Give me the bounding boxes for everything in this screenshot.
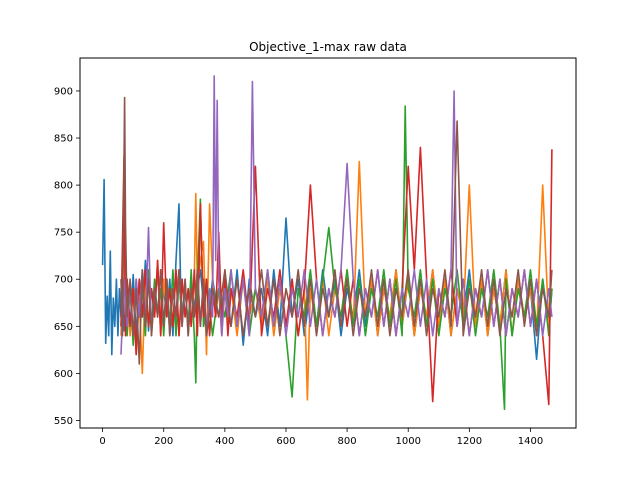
y-tick-label: 700: [54, 275, 73, 286]
y-tick-label: 800: [54, 181, 73, 192]
x-tick-label: 200: [154, 436, 173, 447]
chart-title: Objective_1-max raw data: [249, 40, 407, 54]
y-tick-label: 850: [54, 134, 73, 145]
x-tick-label: 0: [99, 436, 105, 447]
y-tick-label: 650: [54, 322, 73, 333]
x-tick-label: 600: [276, 436, 295, 447]
x-tick-label: 400: [215, 436, 234, 447]
x-tick-label: 800: [338, 436, 357, 447]
series-layer: [101, 75, 553, 411]
x-tick-label: 1000: [395, 436, 420, 447]
x-tick-label: 1400: [518, 436, 543, 447]
y-tick-label: 550: [54, 416, 73, 427]
plot-frame: [79, 57, 577, 429]
axes-layer: 0 200 400 600 800 1000 1200 1400 550 600 650 700 750…: [54, 86, 543, 447]
x-tick-label: 1200: [457, 436, 482, 447]
y-tick-label: 750: [54, 228, 73, 239]
y-tick-label: 900: [54, 86, 73, 97]
series-line-6: [120, 96, 553, 365]
y-tick-label: 600: [54, 369, 73, 380]
